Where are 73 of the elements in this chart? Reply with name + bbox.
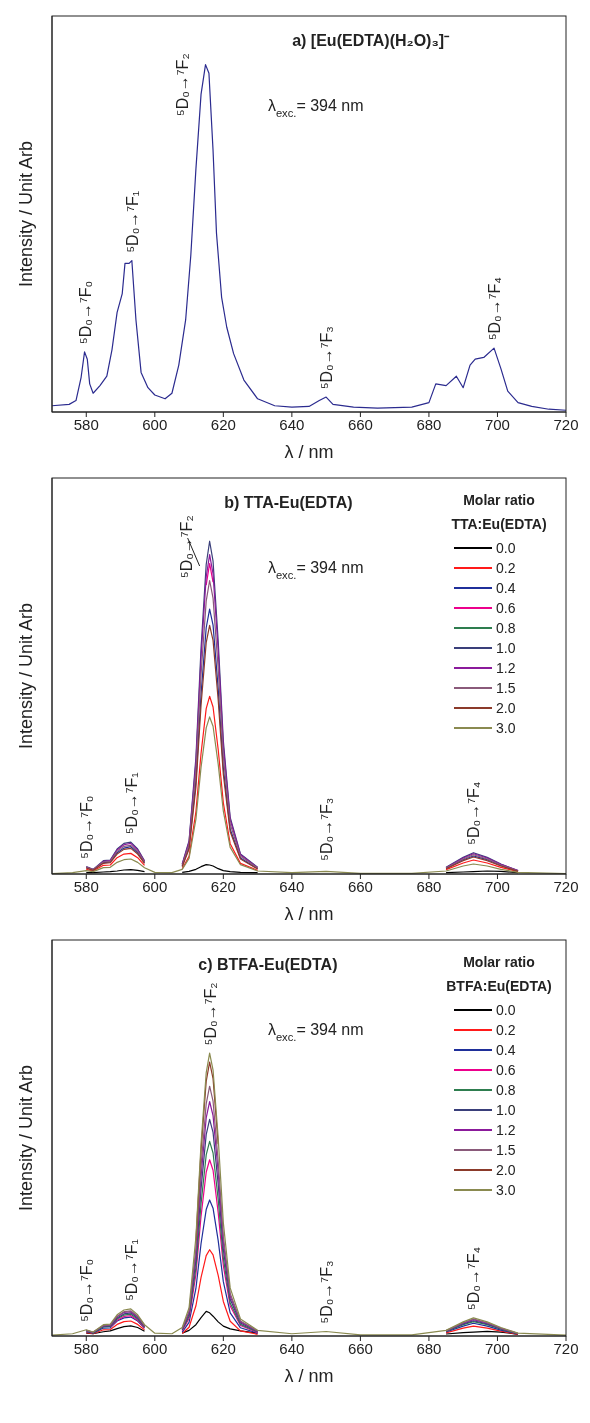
annotation: λ$_{exc.}$= 394 nm [267,559,364,582]
annotation: ⁵D₀→⁷F₀ [78,1258,96,1322]
legend-label: 2.0 [496,1162,516,1178]
x-tick-label: 700 [484,1339,510,1357]
x-tick-label: 600 [142,415,168,433]
annotation: ⁵D₀→⁷F₃ [318,1260,336,1324]
x-tick-label: 640 [279,877,305,895]
x-tick-label: 660 [347,877,373,895]
y-axis-title: Intensity / Unit Arb [16,140,36,288]
annotation: ⁵D₀→⁷F₁ [122,1239,140,1301]
legend-label: 0.2 [496,1022,516,1038]
annotation: ⁵D₀→⁷F₁ [123,190,141,253]
x-tick-label: 720 [553,1339,579,1357]
x-tick-label: 680 [416,1339,442,1357]
x-axis-title: λ / nm [284,442,334,462]
x-tick-label: 620 [210,415,236,433]
x-tick-label: 580 [73,877,99,895]
annotation: λ$_{exc.}$= 394 nm [267,97,364,120]
x-tick-label: 720 [553,415,579,433]
legend-label: 0.0 [496,1002,516,1018]
annotation: ⁵D₀→⁷F₀ [78,795,96,859]
legend-label: 0.8 [496,1082,516,1098]
legend-label: 1.0 [496,1102,516,1118]
annotation: ⁵D₀→⁷F₂ [201,982,219,1046]
text: λ$_{exc.}$= 394 nm [267,1021,364,1044]
y-axis-title: Intensity / Unit Arb [16,1064,36,1212]
x-tick-label: 700 [484,877,510,895]
y-axis-title: Intensity / Unit Arb [16,602,36,750]
annotation: ⁵D₀→⁷F₄ [486,277,504,341]
x-tick-label: 680 [416,877,442,895]
legend-title: Molar ratio TTA:Eu(EDTA) [450,491,548,534]
legend-label: 2.0 [496,700,516,716]
annotation: ⁵D₀→⁷F₂ [173,53,191,116]
x-tick-label: 600 [142,877,168,895]
annotation: ⁵D₀→⁷F₂ [177,515,195,578]
x-tick-label: 720 [553,877,579,895]
x-tick-label: 580 [73,415,99,433]
x-tick-label: 600 [142,1339,168,1357]
legend-label: 1.5 [496,680,516,696]
legend-title: Molar ratio BTFA:Eu(EDTA) [445,953,553,996]
annotation: ⁵D₀→⁷F₃ [318,797,336,861]
legend-label: 3.0 [496,720,516,736]
legend-label: 0.2 [496,560,516,576]
chart-title: b) TTA-Eu(EDTA) [224,494,353,511]
x-tick-label: 580 [73,1339,99,1357]
annotation: ⁵D₀→⁷F₄ [465,781,483,845]
x-tick-label: 700 [484,415,510,433]
legend-label: 0.6 [496,1062,516,1078]
legend-label: 0.4 [496,1042,516,1058]
annotation: ⁵D₀→⁷F₃ [318,326,336,390]
x-axis-title: λ / nm [284,904,334,924]
legend-label: 3.0 [496,1182,516,1198]
x-tick-label: 680 [416,415,442,433]
x-tick-label: 640 [279,1339,305,1357]
legend-label: 1.5 [496,1142,516,1158]
chart-title: c) BTFA-Eu(EDTA) [198,956,338,973]
annotation: ⁵D₀→⁷F₁ [122,772,140,835]
legend-label: 0.0 [496,540,516,556]
x-tick-label: 620 [210,877,236,895]
legend-label: 1.2 [496,660,516,676]
annotation: ⁵D₀→⁷F₀ [76,280,94,344]
x-tick-label: 660 [347,415,373,433]
legend-label: 0.8 [496,620,516,636]
legend-label: 0.6 [496,600,516,616]
chart-title: a) [Eu(EDTA)(H₂O)₃]⁻ [292,32,451,49]
x-axis-title: λ / nm [284,1366,334,1386]
annotation: ⁵D₀→⁷F₄ [465,1246,483,1310]
x-tick-label: 620 [210,1339,236,1357]
legend-label: 1.2 [496,1122,516,1138]
legend-label: 1.0 [496,640,516,656]
x-tick-label: 640 [279,415,305,433]
legend-label: 0.4 [496,580,516,596]
x-tick-label: 660 [347,1339,373,1357]
